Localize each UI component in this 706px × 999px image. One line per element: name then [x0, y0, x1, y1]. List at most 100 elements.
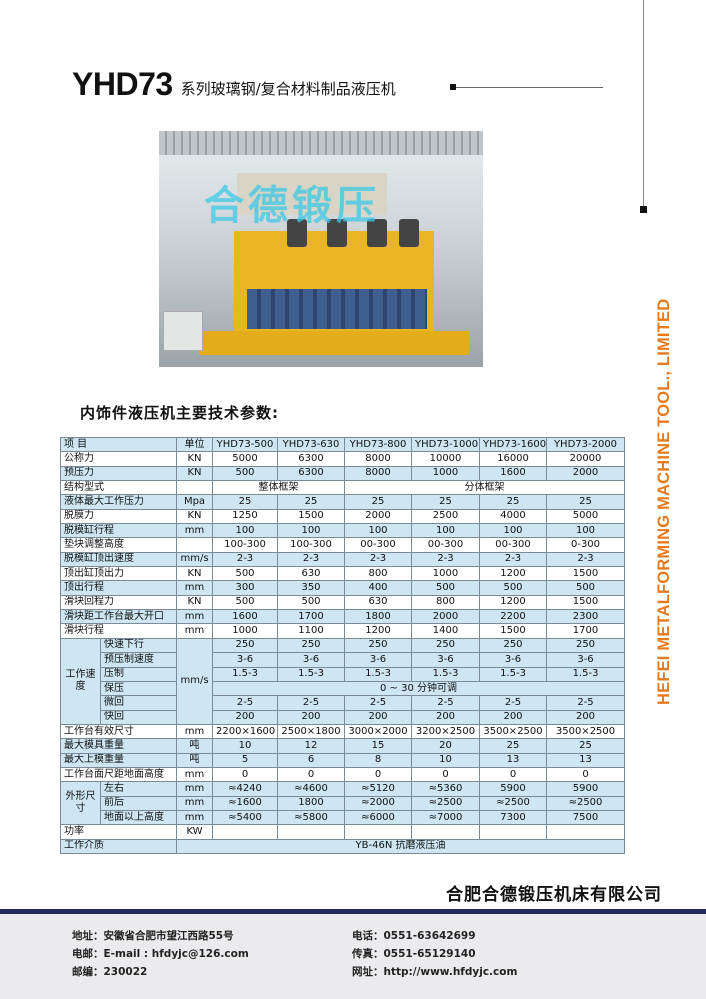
row-label: 公称力 — [60, 451, 177, 467]
table-cell: 100-300 — [212, 537, 278, 553]
table-row: 工作台有效尺寸 mm 2200×1600 2500×1800 3000×2000 3200… — [60, 723, 625, 740]
table-cell: 10 — [411, 752, 480, 768]
table-cell: 1.5-3 — [479, 666, 547, 682]
unit-cell: KN — [176, 566, 213, 582]
row-label: 滑块行程 — [60, 623, 177, 639]
table-cell: 2-5 — [344, 695, 412, 711]
table-cell: 15 — [344, 738, 412, 754]
table-cell: 3500×2500 — [479, 723, 547, 740]
table-row: 地面以上高度 mm ≈5400 ≈5800 ≈6000 ≈7000 7300 7500 — [61, 809, 625, 826]
table-cell: 6300 — [277, 451, 345, 467]
table-cell: 1.5-3 — [546, 666, 625, 682]
table-cell: 500 — [212, 566, 278, 582]
table-cell: 25 — [411, 494, 480, 510]
table-cell: 5000 — [546, 508, 625, 525]
row-label: 液体最大工作压力 — [60, 494, 177, 510]
table-row: 结构型式 整体框架 分体框架 — [60, 480, 625, 496]
table-cell: 25 — [344, 494, 412, 510]
table-cell: 0 — [277, 766, 345, 783]
vertical-rule — [643, 0, 644, 208]
table-cell — [344, 824, 412, 840]
table-cell: 2-5 — [411, 695, 480, 711]
table-row: 预压力 KN 500 6300 8000 1000 1600 2000 — [60, 465, 625, 482]
table-cell: 1400 — [411, 623, 480, 639]
footer-bar — [0, 909, 706, 914]
table-row: 工作速度 快速下行 mm/s 250 250 250 250 250 250 — [60, 637, 625, 725]
table-cell: 3-6 — [546, 652, 625, 668]
table-cell: 200 — [546, 709, 625, 725]
table-row: 脱膜力 KN 1250 1500 2000 2500 4000 5000 — [60, 508, 625, 525]
row-label: 脱模缸顶出速度 — [60, 551, 177, 568]
table-row: 功率 KW — [60, 824, 625, 840]
table-row: 脱模缸行程 mm 100 100 100 100 100 100 — [60, 523, 625, 539]
table-cell: 2-3 — [546, 551, 625, 568]
table-cell: ≈2000 — [344, 795, 412, 811]
table-cell: 整体框架 — [212, 480, 345, 496]
table-cell: 2200 — [479, 609, 547, 625]
table-cell: YB-46N 抗磨液压油 — [176, 838, 625, 854]
table-row: 预压制速度 3-6 3-6 3-6 3-6 3-6 3-6 — [61, 652, 625, 668]
row-label: 预压力 — [60, 465, 177, 482]
unit-cell — [176, 537, 213, 553]
table-cell: 8000 — [344, 451, 412, 467]
table-cell: 3-6 — [212, 652, 278, 668]
unit-cell: mm/s — [176, 551, 213, 568]
row-label: 滑块距工作台最大开口 — [60, 609, 177, 625]
unit-cell: mm — [176, 580, 213, 596]
table-row: 压制 1.5-3 1.5-3 1.5-3 1.5-3 1.5-3 1.5-3 — [61, 666, 625, 682]
table-cell: 3000×2000 — [344, 723, 412, 740]
table-row: 滑块距工作台最大开口 mm 1600 1700 1800 2000 2200 2300 — [60, 609, 625, 625]
table-cell: ≈7000 — [411, 809, 480, 826]
table-cell: ≈4240 — [212, 781, 278, 797]
table-cell: 5900 — [479, 781, 547, 797]
table-cell: 1250 — [212, 508, 278, 525]
table-cell: 300 — [212, 580, 278, 596]
unit-cell: 吨 — [176, 752, 213, 768]
unit-cell: KW — [176, 824, 213, 840]
row-label: 顶出缸顶出力 — [60, 566, 177, 582]
table-cell: 3-6 — [277, 652, 345, 668]
row-label: 地面以上高度 — [100, 809, 177, 826]
table-cell: ≈1600 — [212, 795, 278, 811]
table-cell: 13 — [546, 752, 625, 768]
table-cell: 1600 — [212, 609, 278, 625]
table-cell: 3200×2500 — [411, 723, 480, 740]
table-cell: 10000 — [411, 451, 480, 467]
row-label: 预压制速度 — [100, 652, 177, 668]
page-title: YHD73 系列玻璃钢/复合材料制品液压机 — [72, 66, 396, 103]
row-label: 快回 — [100, 709, 177, 725]
table-cell: ≈6000 — [344, 809, 412, 826]
table-cell: 1100 — [277, 623, 345, 639]
table-cell: 1.5-3 — [344, 666, 412, 682]
table-cell: 1800 — [277, 795, 345, 811]
table-cell: 16000 — [479, 451, 547, 467]
table-cell: 3-6 — [344, 652, 412, 668]
table-cell: 0 ~ 30 分钟可调 — [212, 680, 625, 697]
square-marker — [640, 206, 647, 213]
table-cell: 00-300 — [479, 537, 547, 553]
table-row: 滑块回程力 KN 500 500 630 800 1200 1500 — [60, 594, 625, 611]
table-cell: 500 — [212, 594, 278, 611]
column-header: 单位 — [176, 436, 213, 453]
table-cell: 2200×1600 — [212, 723, 278, 740]
table-cell: 1500 — [546, 594, 625, 611]
row-label: 功率 — [60, 824, 177, 840]
table-cell: 500 — [546, 580, 625, 596]
table-cell: 20 — [411, 738, 480, 754]
unit-cell: KN — [176, 508, 213, 525]
website[interactable]: 网址：http://www.hfdyjc.com — [352, 966, 518, 978]
email[interactable]: 电邮：E-mail : hfdyjc@126.com — [72, 948, 249, 960]
table-cell: 13 — [479, 752, 547, 768]
table-cell: ≈2500 — [546, 795, 625, 811]
postcode: 邮编：230022 — [72, 966, 148, 978]
table-cell: 100 — [546, 523, 625, 539]
table-row: 液体最大工作压力 Mpa 25 25 25 25 25 25 — [60, 494, 625, 510]
address: 地址：安徽省合肥市望江西路55号 — [72, 930, 234, 942]
table-cell — [277, 824, 345, 840]
table-cell: ≈5120 — [344, 781, 412, 797]
company-name: 合肥合德锻压机床有限公司 — [446, 885, 662, 905]
table-cell: 2-3 — [479, 551, 547, 568]
table-cell: 800 — [411, 594, 480, 611]
table-cell: 1000 — [212, 623, 278, 639]
unit-cell: mm — [176, 809, 213, 826]
